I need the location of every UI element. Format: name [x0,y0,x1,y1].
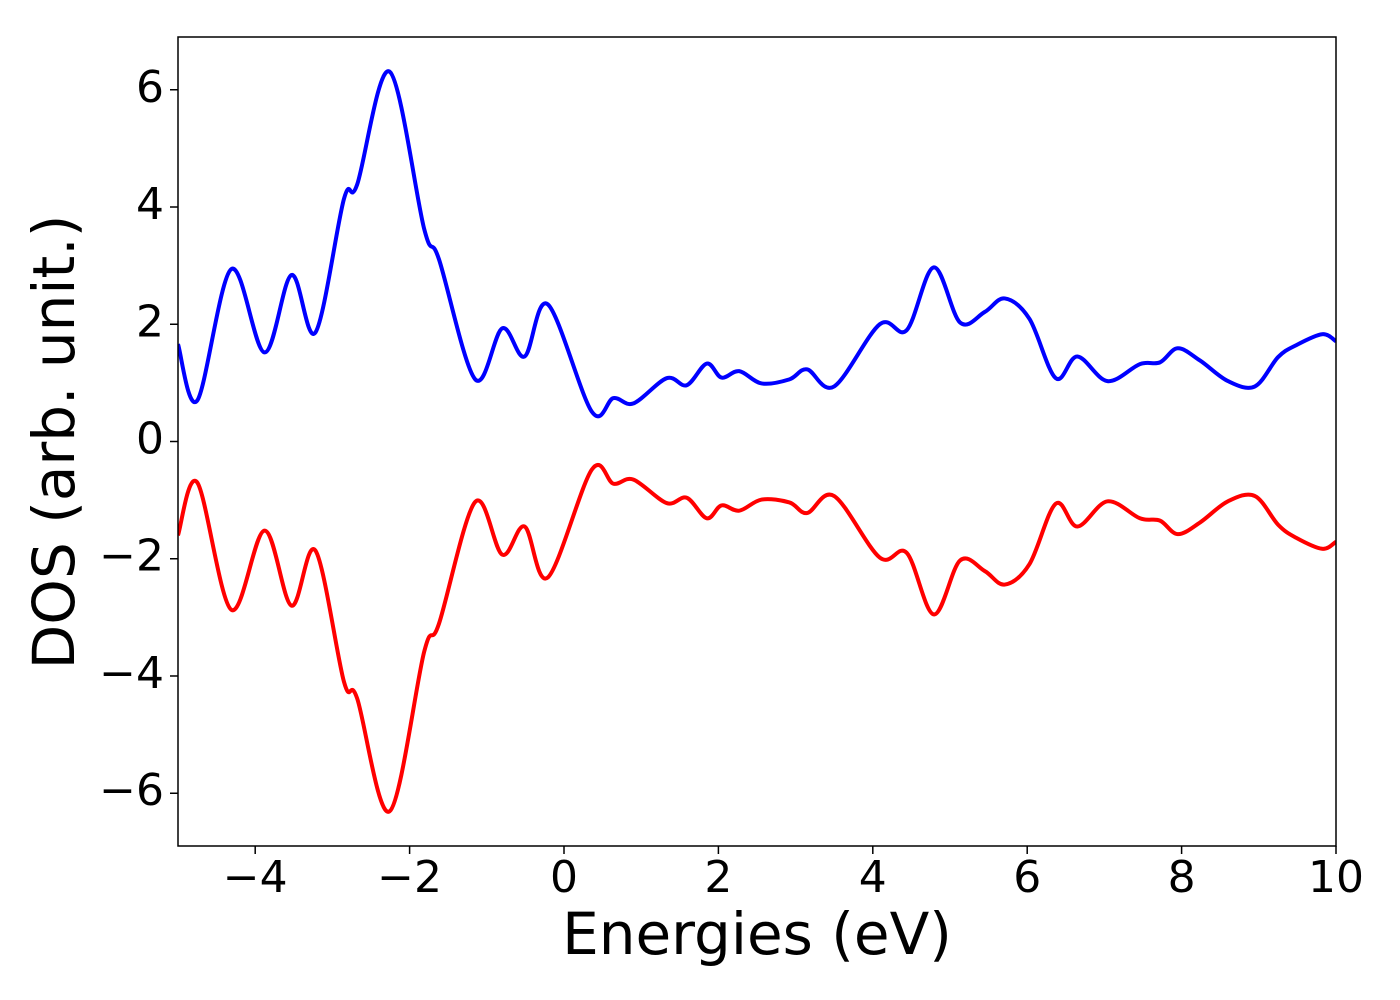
x-tick-label: 2 [704,852,732,903]
x-tick-label: 10 [1308,852,1364,903]
x-tick-label: −4 [223,852,288,903]
line-series [178,69,1336,419]
y-axis-label: DOS (arb. unit.) [20,215,88,670]
line-series [178,463,1336,814]
x-tick-label: 0 [550,852,578,903]
plot-frame [177,36,1337,847]
y-tick-label: 4 [136,179,164,230]
x-axis-label: Energies (eV) [562,900,952,968]
x-tick-label: 8 [1168,852,1196,903]
y-tick-label: 0 [136,414,164,465]
y-tick-label: −6 [99,765,164,816]
x-tick-label: −2 [377,852,442,903]
y-tick-label: −2 [99,531,164,582]
y-tick-label: −4 [99,648,164,699]
x-tick-label: 6 [1013,852,1041,903]
y-tick-label: 6 [136,62,164,113]
y-tick-label: 2 [136,296,164,347]
x-tick-label: 4 [859,852,887,903]
